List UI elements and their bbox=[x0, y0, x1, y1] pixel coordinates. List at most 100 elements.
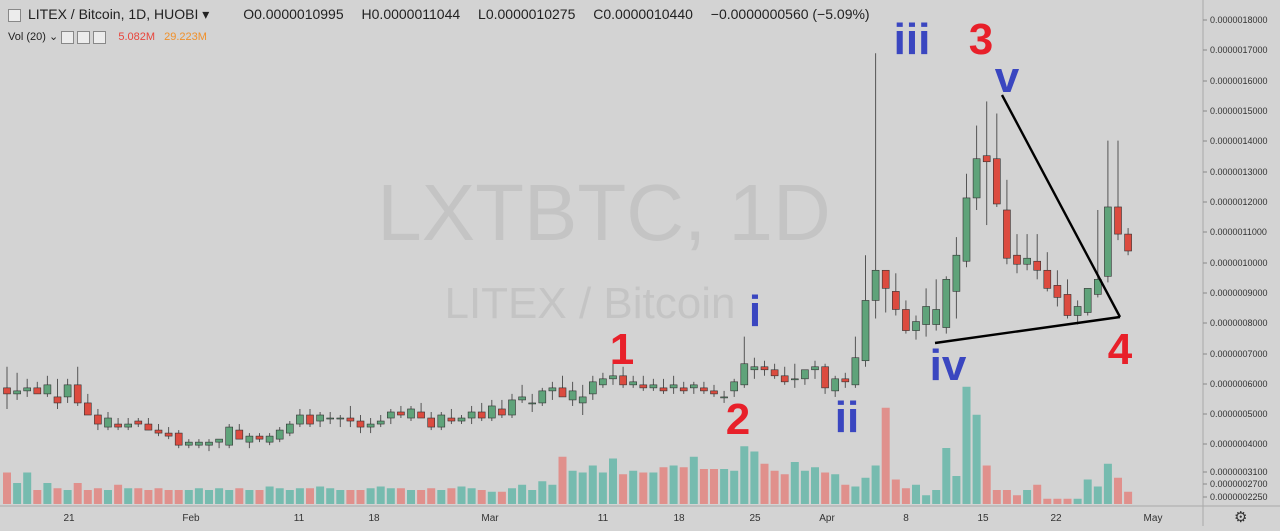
time-tick-label: 18 bbox=[368, 513, 380, 524]
volume-bar bbox=[891, 479, 900, 504]
volume-bar bbox=[588, 465, 597, 504]
candle bbox=[750, 366, 759, 371]
volume-bar bbox=[447, 488, 456, 504]
candle bbox=[710, 390, 718, 395]
candle bbox=[23, 387, 32, 392]
candle bbox=[1053, 285, 1062, 298]
candle bbox=[790, 378, 799, 381]
candle bbox=[629, 381, 638, 386]
candle bbox=[43, 384, 52, 395]
candle bbox=[619, 375, 627, 386]
price-axis[interactable]: 0.0000018000 0.0000017000 0.0000016000 0.00… bbox=[1203, 15, 1268, 502]
volume-bar bbox=[962, 386, 971, 504]
volume-bar bbox=[184, 490, 193, 504]
volume-bar bbox=[13, 483, 22, 504]
price-tick-label: 0.0000015000 bbox=[1210, 106, 1268, 116]
candle bbox=[902, 309, 910, 331]
time-tick-label: 21 bbox=[63, 513, 75, 524]
candle bbox=[1063, 294, 1072, 316]
eye-icon[interactable] bbox=[61, 30, 75, 44]
candle bbox=[639, 384, 648, 389]
candle bbox=[1023, 257, 1031, 265]
candle bbox=[195, 441, 203, 446]
candle bbox=[679, 387, 688, 392]
volume-bar bbox=[235, 488, 244, 504]
candle bbox=[851, 357, 860, 386]
settings-icon[interactable] bbox=[77, 30, 91, 44]
volume-bar bbox=[912, 484, 920, 504]
time-tick-label: 18 bbox=[673, 513, 685, 524]
volume-bar bbox=[649, 472, 658, 504]
time-tick-label: 25 bbox=[749, 513, 761, 524]
volume-bar bbox=[154, 488, 163, 504]
symbol-header: LITEX / Bitcoin, 1D, HUOBI ▾ O0.00000109… bbox=[8, 6, 884, 23]
trendline-v-to-4[interactable] bbox=[1000, 94, 1122, 318]
volume-legend: Vol (20) ⌄ 5.082M 29.223M bbox=[8, 30, 207, 44]
volume-bar bbox=[659, 467, 668, 504]
candle bbox=[599, 378, 607, 386]
candle bbox=[296, 414, 304, 425]
candle bbox=[376, 420, 385, 425]
price-tick-label: 0.0000009000 bbox=[1210, 288, 1268, 298]
wave-label-iii: iii bbox=[894, 15, 931, 64]
price-tick-label: 0.0000010000 bbox=[1210, 258, 1268, 268]
high-value: H0.0000011044 bbox=[361, 6, 461, 22]
candle bbox=[124, 423, 132, 428]
volume-bar bbox=[1063, 498, 1072, 504]
chevron-down-icon[interactable]: ▾ bbox=[198, 6, 210, 22]
volume-bar bbox=[548, 484, 557, 504]
candle bbox=[53, 396, 62, 404]
candle bbox=[689, 384, 698, 389]
volume-bar bbox=[1103, 463, 1112, 504]
symbol-title[interactable]: LITEX / Bitcoin, 1D, HUOBI bbox=[28, 6, 199, 22]
volume-label[interactable]: Vol (20) bbox=[8, 31, 46, 43]
candle bbox=[659, 387, 668, 392]
candle bbox=[205, 441, 213, 446]
volume-bar bbox=[811, 467, 819, 504]
candle bbox=[588, 381, 597, 395]
gear-icon[interactable]: ⚙ bbox=[1234, 509, 1248, 526]
candle bbox=[447, 417, 456, 422]
volume-bar bbox=[619, 474, 628, 504]
volume-bar bbox=[720, 469, 729, 504]
close-icon[interactable] bbox=[93, 30, 107, 44]
candle bbox=[992, 158, 1001, 205]
candle bbox=[932, 309, 941, 325]
price-tick-label: 0.0000016000 bbox=[1210, 76, 1268, 86]
volume-bar bbox=[508, 488, 516, 504]
trendline-iv-to-4[interactable] bbox=[934, 315, 1121, 345]
price-tick-label: 0.0000007000 bbox=[1210, 349, 1268, 359]
volume-bar bbox=[992, 490, 1001, 504]
watermark-name: LITEX / Bitcoin bbox=[444, 279, 735, 328]
time-tick-label: 11 bbox=[598, 513, 609, 524]
candle bbox=[760, 366, 769, 371]
price-tick-label: 0.0000011000 bbox=[1210, 227, 1267, 237]
watermark-symbol: LXTBTC, 1D bbox=[377, 168, 830, 257]
candle bbox=[73, 384, 82, 404]
candle bbox=[427, 417, 436, 428]
volume-bars bbox=[3, 386, 1133, 504]
candle bbox=[265, 435, 274, 443]
candle bbox=[407, 408, 415, 419]
candle bbox=[881, 269, 890, 289]
collapse-icon[interactable] bbox=[8, 8, 21, 22]
candle bbox=[154, 429, 163, 434]
volume-bar bbox=[1073, 498, 1082, 504]
candle bbox=[568, 390, 577, 401]
volume-bar bbox=[1083, 479, 1092, 504]
candle bbox=[1013, 254, 1021, 265]
candle bbox=[3, 387, 11, 395]
candle bbox=[780, 375, 789, 383]
price-tick-label: 0.0000002250 bbox=[1210, 492, 1268, 502]
chevron-down-icon[interactable]: ⌄ bbox=[48, 31, 59, 43]
candle bbox=[457, 417, 466, 422]
volume-bar bbox=[710, 469, 718, 504]
price-tick-label: 0.0000004000 bbox=[1210, 439, 1268, 449]
candle bbox=[518, 396, 526, 401]
candle bbox=[437, 414, 446, 428]
candle bbox=[316, 414, 324, 422]
wave-label-3: 3 bbox=[969, 15, 993, 64]
time-axis[interactable]: 21 Feb 11 18 Mar 11 18 25 Apr 8 15 22 May bbox=[63, 513, 1162, 524]
